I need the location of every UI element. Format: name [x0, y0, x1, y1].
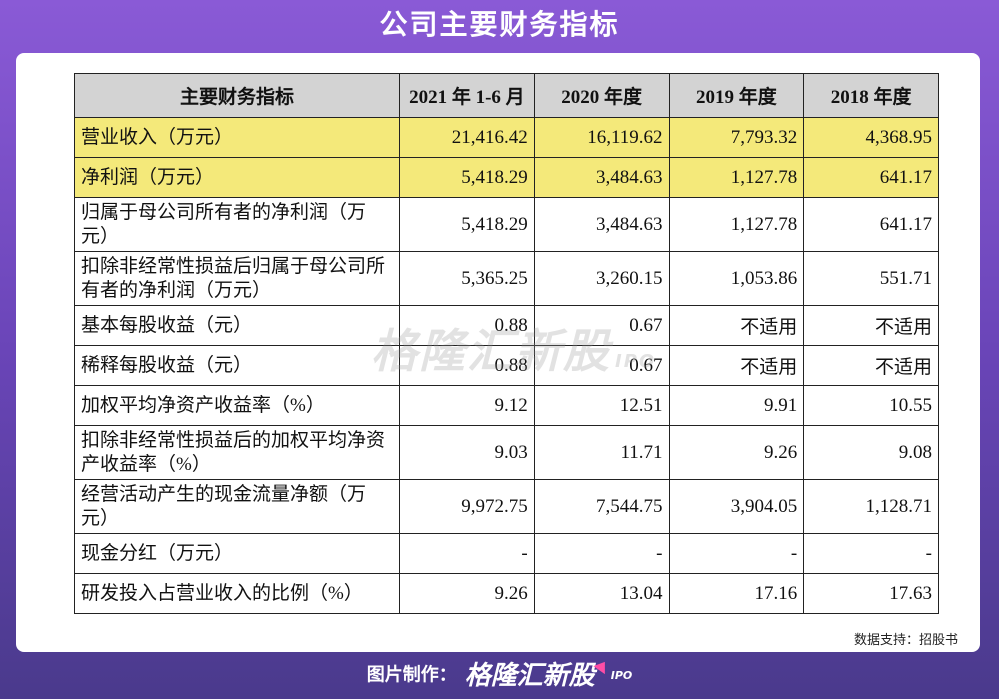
row-value: 551.71 — [803, 251, 939, 306]
footer-credit: 图片制作： — [366, 664, 457, 686]
row-value: 11.71 — [533, 425, 670, 480]
row-value: 3,260.15 — [533, 251, 670, 306]
row-value: 3,904.05 — [668, 479, 805, 534]
table-header-row: 主要财务指标 2021 年 1-6 月 2020 年度 2019 年度 2018… — [74, 73, 939, 118]
row-value: 5,418.29 — [399, 197, 535, 252]
arrow-up-icon — [593, 657, 611, 675]
row-value: - — [803, 533, 939, 574]
page-title: 公司主要财务指标 — [379, 8, 620, 41]
row-value: 9.26 — [399, 573, 535, 614]
row-value: 9.91 — [668, 385, 805, 426]
content-card: 主要财务指标 2021 年 1-6 月 2020 年度 2019 年度 2018… — [16, 53, 980, 652]
row-value: 13.04 — [533, 573, 670, 614]
row-label: 基本每股收益（元） — [74, 305, 400, 346]
table-row: 研发投入占营业收入的比例（%） 9.26 13.04 17.16 17.63 — [74, 573, 939, 614]
row-label: 扣除非经常性损益后归属于母公司所有者的净利润（万元） — [74, 251, 400, 306]
row-label: 稀释每股收益（元） — [74, 345, 400, 386]
row-value: 641.17 — [803, 197, 939, 252]
row-value: 5,365.25 — [399, 251, 535, 306]
row-value: 1,127.78 — [668, 197, 805, 252]
row-value: 1,127.78 — [668, 157, 805, 198]
row-label: 研发投入占营业收入的比例（%） — [74, 573, 400, 614]
row-value: 7,793.32 — [668, 117, 805, 158]
table-row: 加权平均净资产收益率（%） 9.12 12.51 9.91 10.55 — [74, 385, 939, 426]
footer: 图片制作： 格隆汇新股 IPO — [0, 655, 999, 695]
row-value: 不适用 — [803, 305, 939, 346]
row-value: 0.88 — [399, 345, 535, 386]
row-value: - — [533, 533, 670, 574]
source-note: 数据支持：招股书 — [853, 633, 958, 648]
row-value: 不适用 — [668, 345, 805, 386]
row-value: 9.03 — [399, 425, 535, 480]
row-value: 16,119.62 — [533, 117, 670, 158]
row-value: 1,128.71 — [803, 479, 939, 534]
row-value: 17.16 — [668, 573, 805, 614]
row-label: 扣除非经常性损益后的加权平均净资产收益率（%） — [74, 425, 400, 480]
table-header-cell: 主要财务指标 — [74, 73, 400, 118]
table-row: 扣除非经常性损益后的加权平均净资产收益率（%） 9.03 11.71 9.26 9.08 — [74, 425, 939, 480]
row-value: 0.88 — [399, 305, 535, 346]
table-header-cell: 2018 年度 — [803, 73, 939, 118]
row-value: 10.55 — [803, 385, 939, 426]
row-value: 9.12 — [399, 385, 535, 426]
row-value: 0.67 — [533, 305, 670, 346]
row-label: 加权平均净资产收益率（%） — [74, 385, 400, 426]
row-value: 0.67 — [533, 345, 670, 386]
row-label: 净利润（万元） — [74, 157, 400, 198]
table-row: 归属于母公司所有者的净利润（万元） 5,418.29 3,484.63 1,127.7… — [74, 197, 939, 252]
row-value: 3,484.63 — [533, 157, 670, 198]
table-header-cell: 2019 年度 — [668, 73, 805, 118]
row-value: 4,368.95 — [803, 117, 939, 158]
row-value: - — [399, 533, 535, 574]
row-value: 5,418.29 — [399, 157, 535, 198]
table-row: 营业收入（万元） 21,416.42 16,119.62 7,793.32 4,368.… — [74, 117, 939, 158]
row-label: 营业收入（万元） — [74, 117, 400, 158]
row-value: 7,544.75 — [533, 479, 670, 534]
table-row: 现金分红（万元） - - - - — [74, 533, 939, 574]
table-row: 经营活动产生的现金流量净额（万元） 9,972.75 7,544.75 3,904.0… — [74, 479, 939, 534]
row-value: 21,416.42 — [399, 117, 535, 158]
row-value: 9.08 — [803, 425, 939, 480]
table-row: 扣除非经常性损益后归属于母公司所有者的净利润（万元） 5,365.25 3,260.… — [74, 251, 939, 306]
table-header-cell: 2020 年度 — [533, 73, 670, 118]
table-row: 稀释每股收益（元） 0.88 0.67 不适用 不适用 — [74, 345, 939, 386]
row-value: 不适用 — [668, 305, 805, 346]
row-value: 641.17 — [803, 157, 939, 198]
footer-brand-suffix: IPO — [610, 668, 633, 682]
row-value: 9.26 — [668, 425, 805, 480]
row-label: 归属于母公司所有者的净利润（万元） — [74, 197, 400, 252]
footer-brand-logo: 格隆汇新股 — [464, 660, 595, 691]
row-value: 3,484.63 — [533, 197, 670, 252]
row-value: 9,972.75 — [399, 479, 535, 534]
row-value: 不适用 — [803, 345, 939, 386]
row-value: 17.63 — [803, 573, 939, 614]
table-row: 基本每股收益（元） 0.88 0.67 不适用 不适用 — [74, 305, 939, 346]
row-label: 经营活动产生的现金流量净额（万元） — [74, 479, 400, 534]
row-value: 1,053.86 — [668, 251, 805, 306]
row-value: - — [668, 533, 805, 574]
table-row: 净利润（万元） 5,418.29 3,484.63 1,127.78 641.17 — [74, 157, 939, 198]
row-label: 现金分红（万元） — [74, 533, 400, 574]
row-value: 12.51 — [533, 385, 670, 426]
table-header-cell: 2021 年 1-6 月 — [399, 73, 535, 118]
financial-table: 主要财务指标 2021 年 1-6 月 2020 年度 2019 年度 2018… — [74, 73, 939, 614]
